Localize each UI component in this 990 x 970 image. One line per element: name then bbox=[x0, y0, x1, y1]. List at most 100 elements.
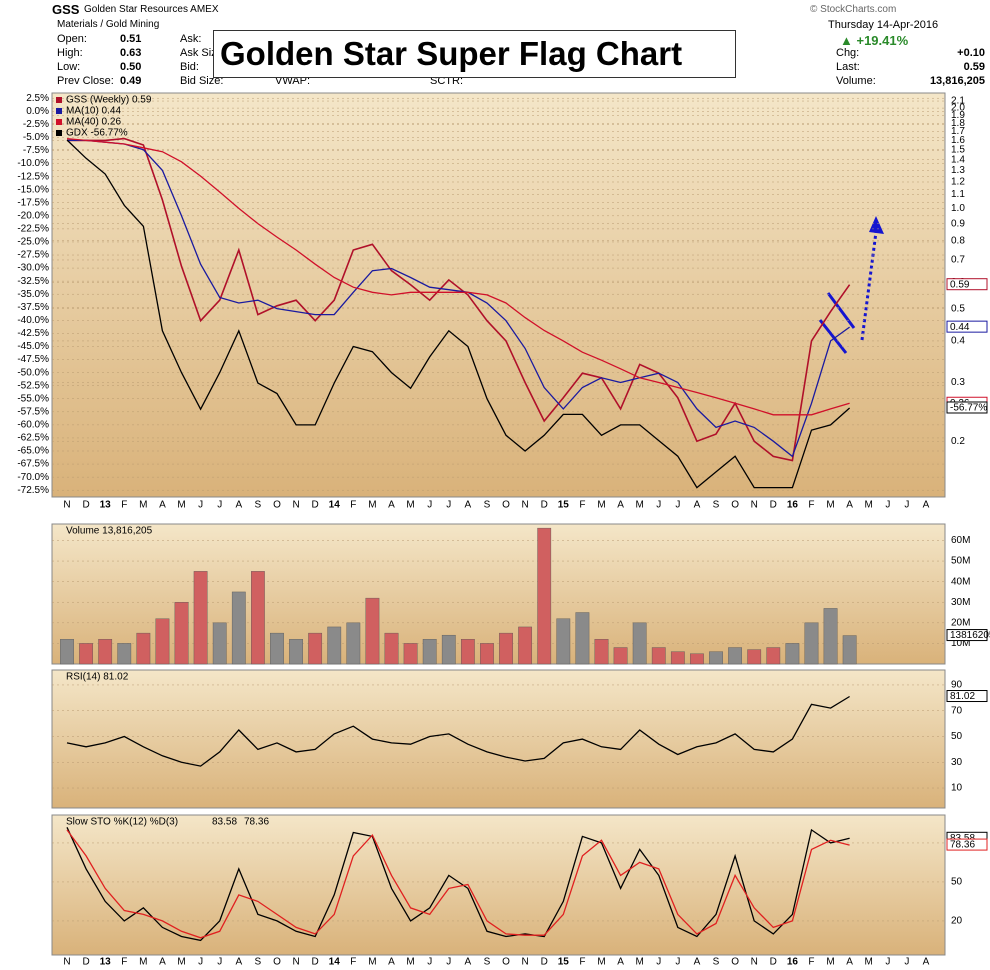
field-label: VWAP: bbox=[275, 75, 311, 87]
bar bbox=[594, 639, 609, 665]
bar bbox=[174, 602, 189, 665]
field-label: Low: bbox=[57, 61, 81, 73]
x-tick-label: J bbox=[904, 957, 909, 968]
x-tick-label: D bbox=[541, 957, 548, 968]
y-tick-label: 1.1 bbox=[951, 189, 965, 200]
bar bbox=[289, 639, 303, 665]
value-tag bbox=[946, 690, 988, 703]
field-label: Last: bbox=[836, 61, 860, 73]
x-tick-label: J bbox=[904, 500, 909, 511]
y-tick-label: -25.0% bbox=[17, 237, 49, 248]
x-tick-label: M bbox=[177, 500, 185, 511]
y-tick-label: 50 bbox=[951, 731, 963, 742]
field-value: +0.10 bbox=[957, 47, 985, 59]
x-tick-label: A bbox=[694, 957, 701, 968]
x-tick-label: J bbox=[427, 957, 432, 968]
y-tick-label: -40.0% bbox=[17, 315, 49, 326]
x-tick-label: S bbox=[255, 957, 262, 968]
y-tick-label: 30 bbox=[951, 757, 963, 768]
bar bbox=[632, 622, 647, 665]
value-tag bbox=[946, 838, 988, 851]
field-value: 13,816,205 bbox=[929, 75, 985, 87]
x-tick-label: A bbox=[923, 500, 930, 511]
bar bbox=[823, 608, 838, 665]
x-tick-label: D bbox=[82, 957, 89, 968]
x-tick-label: A bbox=[465, 500, 472, 511]
bar bbox=[613, 647, 628, 665]
x-tick-label: O bbox=[273, 957, 281, 968]
y-tick-label: 10M bbox=[951, 638, 970, 649]
field-label: Volume: bbox=[836, 75, 876, 87]
bar bbox=[651, 647, 666, 665]
field-value: 0.59 bbox=[963, 61, 985, 73]
x-tick-label: O bbox=[273, 500, 281, 511]
x-tick-label: A bbox=[235, 500, 242, 511]
bar bbox=[308, 632, 323, 665]
x-tick-label: D bbox=[82, 500, 89, 511]
x-tick-label: M bbox=[865, 500, 873, 511]
x-tick-label: M bbox=[139, 500, 147, 511]
bar bbox=[460, 639, 475, 665]
x-tick-label: 15 bbox=[558, 957, 570, 968]
y-tick-label: -20.0% bbox=[17, 210, 49, 221]
bar bbox=[709, 651, 723, 665]
y-tick-label: 60M bbox=[951, 535, 970, 546]
x-tick-label: S bbox=[484, 500, 491, 511]
y-tick-label: 0.0% bbox=[26, 106, 49, 117]
value-tag-label: -56.77% bbox=[950, 403, 987, 414]
series-line bbox=[67, 139, 850, 458]
x-tick-label: J bbox=[198, 500, 203, 511]
x-tick-label: M bbox=[597, 500, 605, 511]
y-tick-label: 1.2 bbox=[951, 177, 965, 188]
panel-title: Volume 13,816,205 bbox=[66, 526, 153, 537]
bar bbox=[231, 591, 246, 665]
x-tick-label: N bbox=[751, 500, 758, 511]
change-pct: ▲ +19.41% bbox=[840, 33, 909, 48]
x-tick-label: M bbox=[406, 500, 414, 511]
y-tick-label: -10.0% bbox=[17, 158, 49, 169]
series-line bbox=[66, 829, 850, 939]
bar bbox=[79, 643, 93, 665]
value-tag-label: 83.58 bbox=[950, 833, 975, 844]
x-tick-label: M bbox=[139, 957, 147, 968]
x-tick-label: 14 bbox=[329, 500, 341, 511]
bar bbox=[98, 639, 113, 665]
x-tick-label: N bbox=[292, 957, 299, 968]
y-tick-label: -27.5% bbox=[17, 250, 49, 261]
bar bbox=[212, 622, 227, 665]
x-tick-label: D bbox=[312, 957, 319, 968]
value-tag bbox=[946, 320, 988, 333]
y-tick-label: 1.0 bbox=[951, 203, 965, 214]
x-tick-label: F bbox=[579, 500, 585, 511]
y-tick-label: -60.0% bbox=[17, 420, 49, 431]
legend-label: GDX -56.77% bbox=[66, 128, 128, 139]
y-tick-label: -67.5% bbox=[17, 459, 49, 470]
x-tick-label: F bbox=[121, 957, 127, 968]
x-tick-label: A bbox=[159, 500, 166, 511]
y-tick-label: 30M bbox=[951, 597, 970, 608]
value-tag-label: 81.02 bbox=[950, 691, 975, 702]
bar bbox=[251, 571, 265, 665]
y-tick-label: 0.3 bbox=[951, 377, 965, 388]
field-label: Prev Close: bbox=[57, 75, 114, 87]
legend-label: MA(40) 0.26 bbox=[66, 117, 121, 128]
x-tick-label: S bbox=[255, 500, 262, 511]
panel-title: Slow STO %K(12) %D(3) bbox=[66, 817, 178, 828]
change-pct-value: +19.41% bbox=[856, 33, 909, 48]
x-tick-label: F bbox=[808, 500, 814, 511]
bar bbox=[422, 639, 437, 665]
y-tick-label: -72.5% bbox=[17, 485, 49, 496]
x-tick-label: D bbox=[770, 500, 777, 511]
bar bbox=[155, 618, 170, 665]
x-tick-label: F bbox=[350, 957, 356, 968]
x-tick-label: 16 bbox=[787, 500, 799, 511]
y-tick-label: -45.0% bbox=[17, 341, 49, 352]
x-tick-label: 13 bbox=[100, 500, 112, 511]
y-tick-label: 2.5% bbox=[26, 93, 49, 104]
field-label: Chg: bbox=[836, 47, 860, 59]
bar bbox=[136, 632, 151, 665]
bar bbox=[270, 632, 284, 665]
bar bbox=[441, 634, 456, 665]
